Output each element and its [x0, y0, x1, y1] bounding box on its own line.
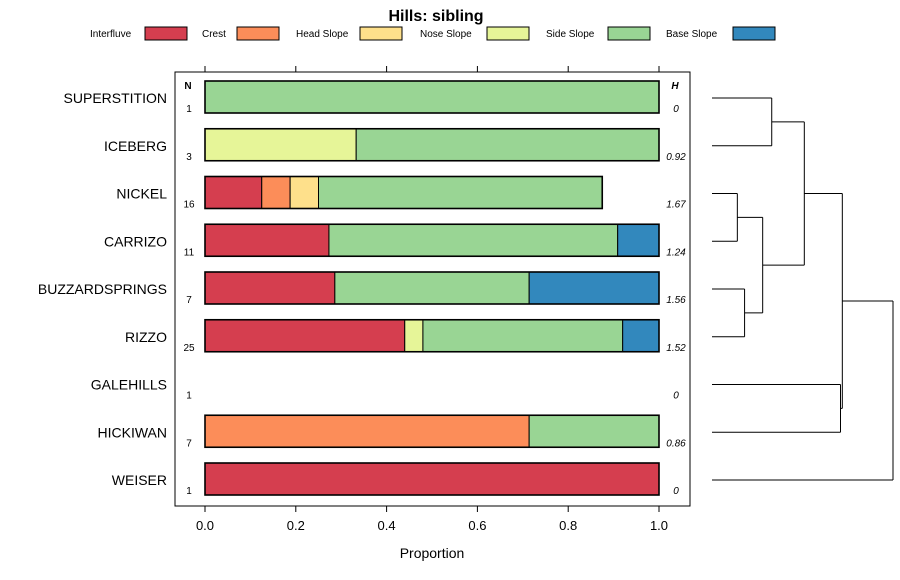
bar-segment: [204, 319, 406, 353]
n-value: 25: [183, 343, 195, 354]
x-tick-label: 0.6: [468, 518, 486, 533]
n-value: 1: [186, 486, 192, 497]
bar-segment: [289, 176, 319, 209]
bar-segment: [528, 271, 660, 305]
h-value: 1.67: [666, 200, 686, 211]
n-value: 3: [186, 152, 192, 163]
legend-swatch: [486, 26, 530, 41]
bar-outline: [204, 271, 660, 305]
bar-segment: [355, 128, 660, 162]
bar-outline: [204, 80, 660, 114]
legend-swatch: [607, 26, 651, 41]
bar-outline: [204, 462, 660, 496]
row-label: ICEBERG: [104, 138, 167, 154]
bar-outline: [204, 318, 660, 353]
bar-outline: [204, 414, 660, 449]
n-column-header: N: [184, 81, 191, 92]
legend-label: Nose Slope: [420, 29, 472, 40]
row-label: BUZZARDSPRINGS: [38, 281, 167, 297]
bar-segment: [328, 223, 619, 257]
bar-segment: [318, 176, 603, 209]
n-value: 7: [186, 295, 192, 306]
h-value: 0: [673, 486, 679, 497]
n-value: 16: [183, 200, 195, 211]
bar-segment: [617, 223, 660, 257]
x-tick-label: 1.0: [650, 518, 668, 533]
x-tick-label: 0.2: [287, 518, 305, 533]
x-axis-title: Proportion: [400, 545, 465, 561]
legend-label: Interfluve: [90, 29, 132, 40]
h-value: 0: [673, 391, 679, 402]
h-column-header: H: [671, 81, 679, 92]
n-value: 7: [186, 438, 192, 449]
row-label: RIZZO: [125, 329, 167, 345]
bar-segment: [204, 223, 330, 257]
bar-outline: [204, 223, 660, 258]
row-label: HICKIWAN: [98, 424, 167, 440]
row-labels-group: SUPERSTITION 1 0 ICEBERG 3 0.92 NICKEL 16 1.67 CA…: [38, 90, 686, 497]
bar-segment: [204, 271, 336, 305]
n-value: 1: [186, 104, 192, 115]
legend-swatch: [359, 26, 403, 41]
bar-outline: [204, 175, 604, 210]
bar-segment: [204, 462, 660, 496]
bar-segment: [528, 414, 660, 448]
bar-segment: [622, 319, 660, 353]
legend-label: Side Slope: [546, 29, 595, 40]
h-value: 1.52: [666, 343, 686, 354]
legend-swatch: [144, 26, 188, 41]
bar-segment: [422, 319, 624, 353]
row-label: CARRIZO: [104, 233, 167, 249]
row-label: WEISER: [112, 472, 167, 488]
row-label: SUPERSTITION: [64, 90, 167, 106]
bar-segment: [204, 80, 660, 114]
row-label: NICKEL: [116, 186, 167, 202]
bar-segment: [204, 176, 263, 209]
dendrogram: [712, 97, 894, 481]
plot-frame: [174, 71, 691, 507]
x-tick-label: 0.8: [559, 518, 577, 533]
legend-label: Base Slope: [666, 29, 718, 40]
row-label: GALEHILLS: [91, 377, 167, 393]
bar-segment: [404, 319, 424, 353]
x-tick-label: 0.4: [378, 518, 396, 533]
bars-group: [204, 80, 660, 496]
legend: Interfluve Crest Head Slope Nose Slope Side …: [90, 26, 776, 41]
h-value: 1.24: [666, 247, 686, 258]
h-value: 0: [673, 104, 679, 115]
h-value: 1.56: [666, 295, 686, 306]
bar-segment: [334, 271, 530, 305]
legend-swatch: [732, 26, 776, 41]
legend-label: Crest: [202, 29, 226, 40]
h-value: 0.92: [666, 152, 686, 163]
bar-segment: [204, 128, 357, 162]
bar-outline: [204, 127, 660, 162]
bar-segment: [204, 414, 530, 448]
h-value: 0.86: [666, 438, 686, 449]
legend-swatch: [236, 26, 280, 41]
n-value: 1: [186, 391, 192, 402]
x-axis: 0.0 0.2 0.4 0.6 0.8 1.0: [196, 66, 668, 533]
chart-title: Hills: sibling: [388, 8, 483, 25]
n-value: 11: [184, 247, 195, 258]
legend-label: Head Slope: [296, 29, 349, 40]
x-tick-label: 0.0: [196, 518, 214, 533]
bar-segment: [261, 176, 291, 209]
